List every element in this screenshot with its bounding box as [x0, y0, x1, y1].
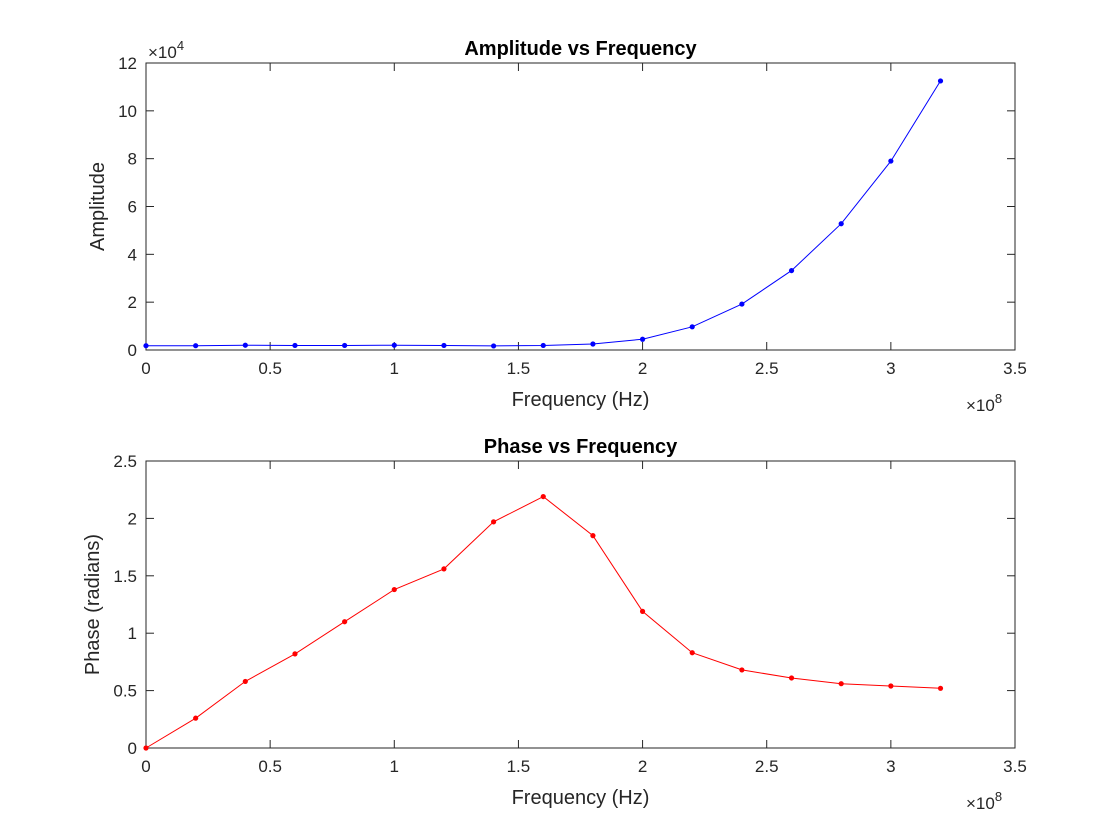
amplitude-y-tick-label: 0	[128, 341, 137, 360]
phase-plot-area	[145, 460, 1016, 749]
amplitude-data-point	[590, 341, 596, 347]
amplitude-y-tick-label: 2	[128, 293, 137, 312]
amplitude-x-tick-label: 1.5	[507, 359, 531, 378]
phase-data-point	[292, 651, 298, 657]
amplitude-data-point	[441, 342, 447, 349]
amplitude-data-point	[788, 267, 795, 274]
phase-chart-title: Phase vs Frequency	[484, 436, 678, 458]
amplitude-chart-title: Amplitude vs Frequency	[464, 38, 697, 60]
amplitude-subplot: Amplitude vs Frequency 0 0.5 1 1.5 2 2.5 3 3.50…	[87, 38, 1027, 415]
phase-x-tick-label: 1.5	[507, 757, 531, 776]
phase-data-point	[342, 619, 348, 625]
amplitude-y-tick-label: 12	[118, 54, 137, 73]
amplitude-x-tick-label: 0.5	[258, 359, 282, 378]
amplitude-y-multiplier: ×104	[148, 38, 184, 62]
phase-y-tick-label: 0.5	[113, 682, 137, 701]
amplitude-data-point	[292, 342, 298, 349]
phase-data-point	[739, 667, 745, 673]
amplitude-plot-area	[145, 62, 1016, 351]
amplitude-x-tick-label: 2.5	[755, 359, 779, 378]
amplitude-data-point	[391, 342, 397, 348]
amplitude-y-tick-label: 4	[128, 245, 137, 264]
amplitude-data-point	[838, 221, 844, 227]
amplitude-data-point	[540, 342, 546, 349]
amplitude-x-tick-label: 3	[886, 359, 895, 378]
amplitude-data-point	[242, 342, 248, 348]
phase-data-point	[590, 533, 596, 539]
phase-x-tick-label: 0	[141, 757, 150, 776]
phase-x-multiplier: ×108	[966, 789, 1002, 813]
amplitude-x-tick-label: 0	[141, 359, 150, 378]
amplitude-x-multiplier: ×108	[966, 391, 1002, 415]
phase-x-tick-label: 2.5	[755, 757, 779, 776]
phase-data-point	[143, 745, 149, 751]
phase-y-tick-label: 2.5	[113, 452, 137, 471]
phase-series	[143, 493, 944, 751]
phase-data-point	[888, 683, 894, 689]
phase-x-tick-label: 2	[638, 757, 647, 776]
amplitude-x-axis-label: Frequency (Hz)	[512, 389, 650, 411]
phase-y-tick-label: 1	[128, 624, 137, 643]
phase-subplot: Phase vs Frequency 0 0.5 1 1.5 2 2.5 3 3.5 0 0.5 1…	[82, 436, 1027, 813]
amplitude-data-point	[491, 343, 497, 349]
amplitude-axis-ticks: 0 0.5 1 1.5 2 2.5 3 3.5 0 2 4 6 8 10 12	[118, 54, 1027, 378]
phase-x-tick-label: 0.5	[258, 757, 282, 776]
amplitude-y-tick-label: 8	[128, 150, 137, 169]
amplitude-data-point	[639, 336, 646, 342]
phase-data-point	[441, 566, 447, 572]
amplitude-data-point	[342, 342, 348, 349]
phase-x-axis-label: Frequency (Hz)	[512, 787, 650, 809]
amplitude-data-point	[193, 343, 199, 349]
phase-data-point	[639, 608, 646, 614]
phase-y-tick-label: 2	[128, 509, 137, 528]
phase-axis-ticks: 0 0.5 1 1.5 2 2.5 3 3.5 0 0.5 1 1.5 2 2.5	[113, 452, 1026, 776]
phase-y-tick-label: 1.5	[113, 567, 137, 586]
amplitude-series	[143, 78, 944, 349]
amplitude-x-tick-label: 3.5	[1003, 359, 1027, 378]
phase-data-point	[540, 493, 546, 500]
amplitude-y-axis-label: Amplitude	[87, 162, 109, 251]
amplitude-data-point	[143, 343, 149, 349]
phase-x-tick-label: 1	[390, 757, 399, 776]
amplitude-data-point	[739, 301, 745, 307]
phase-data-point	[689, 650, 695, 656]
phase-x-tick-label: 3	[886, 757, 895, 776]
phase-data-point	[937, 685, 944, 691]
phase-data-point	[193, 715, 199, 721]
phase-data-point	[391, 586, 397, 593]
amplitude-x-tick-label: 2	[638, 359, 647, 378]
amplitude-x-tick-label: 1	[390, 359, 399, 378]
phase-y-tick-label: 0	[128, 739, 137, 758]
phase-data-point	[242, 678, 248, 685]
amplitude-data-point	[937, 78, 944, 84]
amplitude-data-point	[689, 324, 695, 330]
phase-data-point	[491, 519, 497, 525]
amplitude-series-line	[146, 80, 941, 347]
phase-data-point	[838, 681, 844, 687]
amplitude-y-tick-label: 6	[128, 198, 137, 217]
amplitude-y-tick-label: 10	[118, 102, 137, 121]
phase-y-axis-label: Phase (radians)	[82, 534, 104, 675]
phase-data-point	[788, 675, 795, 681]
phase-x-tick-label: 3.5	[1003, 757, 1027, 776]
phase-series-line	[145, 496, 941, 749]
amplitude-data-point	[888, 158, 894, 164]
